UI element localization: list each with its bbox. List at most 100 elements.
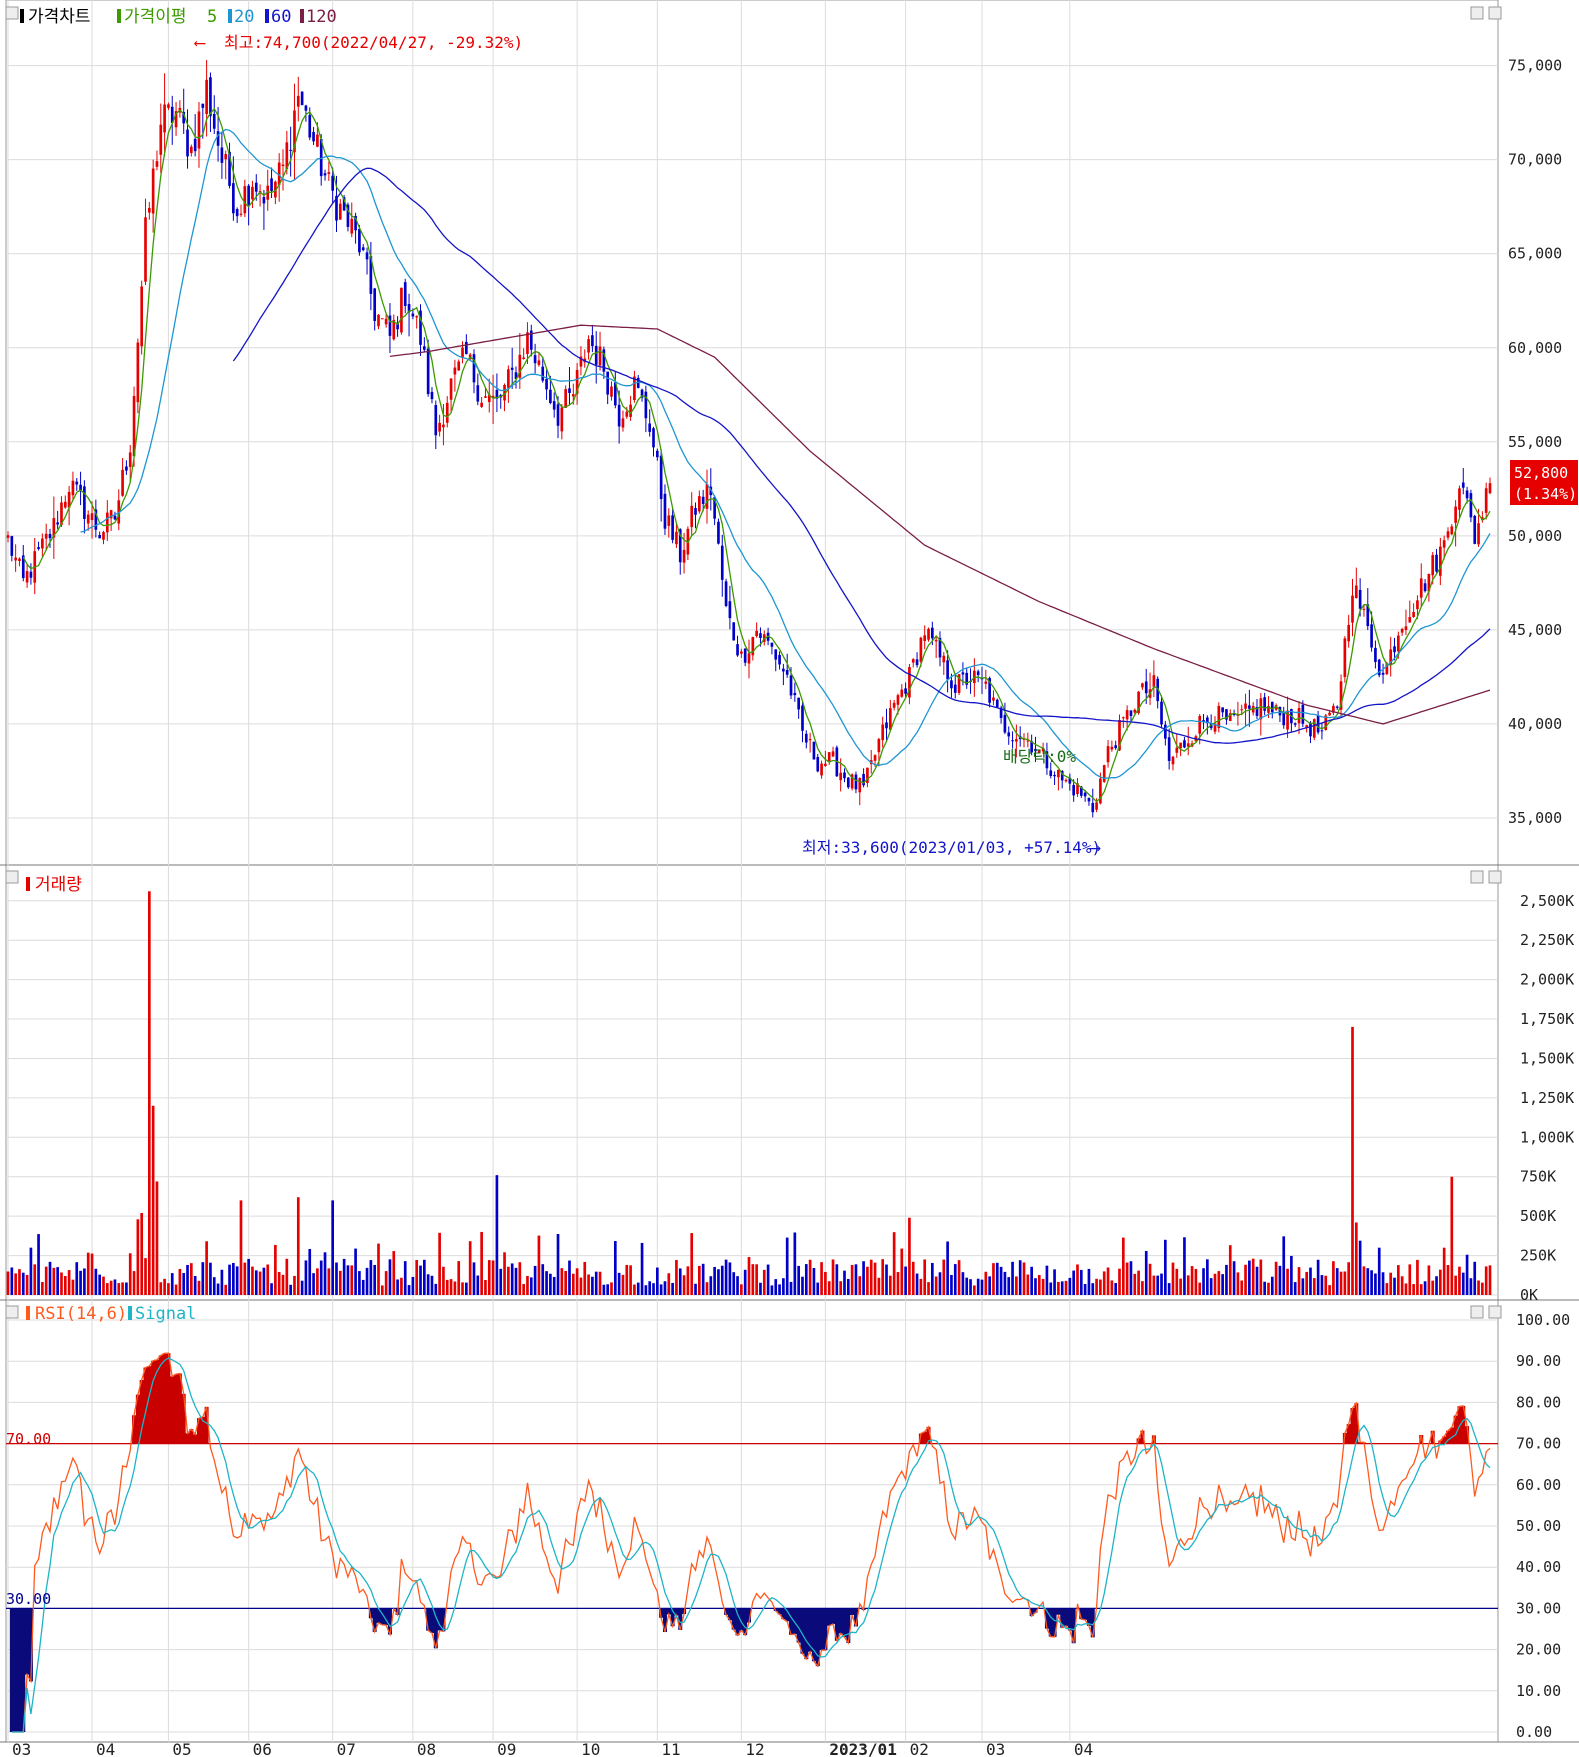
volume-bar xyxy=(579,1277,583,1295)
candle-body xyxy=(1270,701,1274,713)
candle-body xyxy=(216,131,220,146)
candle-body xyxy=(1091,802,1095,813)
candle-body xyxy=(90,513,94,521)
candle-body xyxy=(1377,659,1381,676)
candle-body xyxy=(300,91,304,106)
volume-bar xyxy=(1309,1267,1312,1295)
candle-body xyxy=(60,502,63,525)
volume-bar xyxy=(1232,1261,1236,1295)
candle-body xyxy=(900,689,904,697)
volume-bar xyxy=(1015,1276,1018,1295)
volume-bar xyxy=(1354,1222,1358,1295)
candle-body xyxy=(1278,707,1282,716)
candle-body xyxy=(1034,748,1037,752)
candle-body xyxy=(461,347,464,358)
candle-body xyxy=(128,452,132,468)
candle-body xyxy=(193,138,197,152)
menu-icon[interactable] xyxy=(5,1305,19,1319)
candle-body xyxy=(1007,732,1011,737)
candle-body xyxy=(736,644,739,656)
volume-bar xyxy=(541,1264,545,1295)
minimize-icon[interactable] xyxy=(1470,6,1484,20)
candle-body xyxy=(1473,515,1477,544)
candle-body xyxy=(220,147,224,163)
volume-bar xyxy=(1328,1285,1331,1295)
candle-body xyxy=(953,684,957,693)
volume-bar xyxy=(827,1281,831,1295)
candle-body xyxy=(266,185,270,200)
rsi-oversold-fill xyxy=(9,1608,1095,1732)
volume-bar xyxy=(549,1273,552,1295)
candle-body xyxy=(938,637,942,658)
volume-bar xyxy=(411,1276,415,1295)
close-icon[interactable] xyxy=(1488,870,1502,884)
volume-bar xyxy=(1301,1278,1305,1295)
volume-bar xyxy=(52,1267,56,1295)
volume-bar xyxy=(537,1235,541,1295)
candle-body xyxy=(1171,756,1175,765)
candle-body xyxy=(957,674,961,693)
volume-bar xyxy=(552,1276,556,1295)
volume-bar xyxy=(663,1281,667,1295)
candle-body xyxy=(613,382,617,406)
volume-bar xyxy=(522,1284,525,1295)
volume-bar xyxy=(973,1285,976,1295)
candle-body xyxy=(1060,770,1064,781)
volume-bar xyxy=(720,1265,724,1295)
candle-body xyxy=(931,627,934,639)
volume-bar xyxy=(365,1267,369,1295)
candle-body xyxy=(472,354,476,383)
x-tick-label: 03 xyxy=(986,1740,1005,1757)
candle-body xyxy=(911,659,915,663)
volume-bar xyxy=(37,1234,40,1295)
volume-bar xyxy=(457,1261,461,1295)
volume-bar xyxy=(1442,1247,1446,1295)
candle-body xyxy=(102,532,105,540)
volume-bar xyxy=(6,1271,10,1295)
minimize-icon[interactable] xyxy=(1470,1305,1484,1319)
price-tick-label: 35,000 xyxy=(1508,809,1562,827)
panel-buttons[interactable] xyxy=(5,6,1502,1319)
volume-bar xyxy=(159,1282,163,1295)
volume-bar xyxy=(1389,1272,1393,1295)
volume-bar xyxy=(1144,1251,1148,1295)
volume-tick-label: 2,500K xyxy=(1520,892,1574,910)
candle-body xyxy=(751,637,755,656)
volume-bar xyxy=(224,1284,228,1295)
x-tick-label: 03 xyxy=(12,1740,31,1757)
volume-bar xyxy=(613,1241,617,1295)
rsi-tick-label: 10.00 xyxy=(1516,1682,1561,1700)
candle-body xyxy=(281,164,285,167)
volume-bar xyxy=(545,1271,548,1295)
volume-bar xyxy=(319,1260,323,1295)
minimize-icon[interactable] xyxy=(1470,870,1484,884)
volume-bar xyxy=(1370,1270,1373,1295)
volume-bar xyxy=(25,1274,29,1295)
candle-body xyxy=(545,379,548,390)
volume-bar xyxy=(1465,1254,1469,1295)
menu-icon[interactable] xyxy=(5,6,19,20)
close-icon[interactable] xyxy=(1488,1305,1502,1319)
candle-body xyxy=(862,773,865,786)
candle-body xyxy=(850,774,854,789)
candle-body xyxy=(640,389,644,398)
volume-bar xyxy=(1213,1273,1217,1295)
legend-rsi: RSI(14,6) xyxy=(35,1304,127,1324)
volume-bar xyxy=(1156,1275,1160,1295)
volume-bar xyxy=(243,1262,247,1295)
volume-bar xyxy=(10,1267,14,1295)
volume-bar xyxy=(1396,1265,1400,1295)
volume-bar xyxy=(1114,1283,1118,1295)
candle-body xyxy=(239,213,243,215)
volume-bar xyxy=(751,1264,755,1295)
candle-body xyxy=(552,401,556,410)
volume-bar xyxy=(747,1257,751,1295)
candle-body xyxy=(1461,482,1465,488)
candle-body xyxy=(1129,710,1133,716)
volume-bar xyxy=(1076,1264,1079,1295)
menu-icon[interactable] xyxy=(5,870,19,884)
volume-bar xyxy=(866,1266,869,1295)
candle-body xyxy=(1389,649,1393,666)
volume-bar xyxy=(212,1277,216,1295)
close-icon[interactable] xyxy=(1488,6,1502,20)
